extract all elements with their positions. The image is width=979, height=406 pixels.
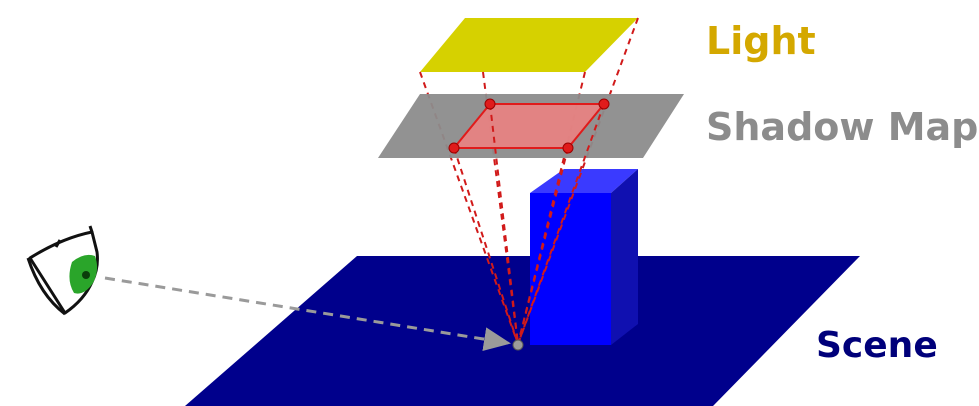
eye-pupil [82,271,90,279]
eye-icon [28,226,97,314]
sample-point [449,143,459,153]
occluder-box-side [611,169,638,345]
light-plane [420,18,638,72]
sample-point [563,143,573,153]
sample-point [485,99,495,109]
sample-point [599,99,609,109]
scene-label: Scene [816,328,938,364]
occluder-box [530,169,638,345]
receiver-point [513,340,523,350]
light-label: Light [706,22,816,60]
occluder-box-front [530,193,611,345]
shadow-map-label: Shadow Map [706,108,978,146]
